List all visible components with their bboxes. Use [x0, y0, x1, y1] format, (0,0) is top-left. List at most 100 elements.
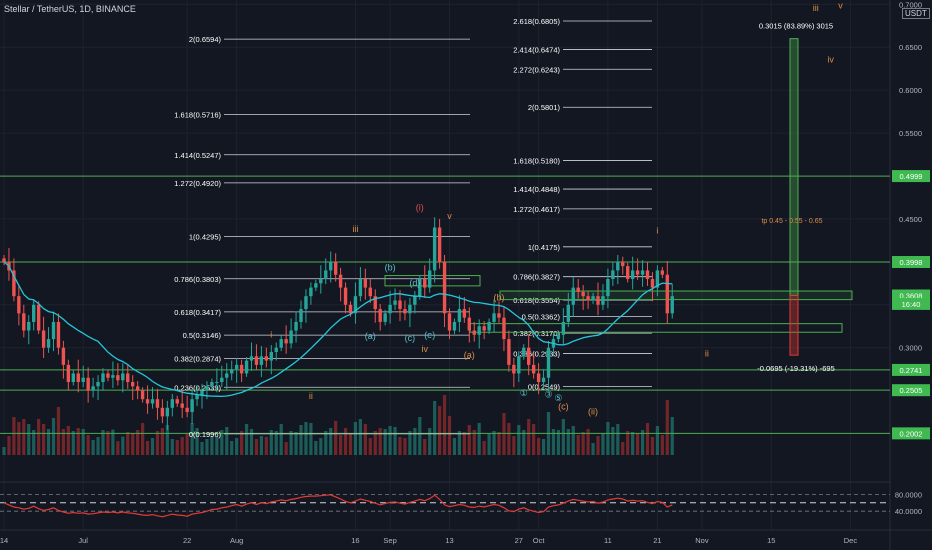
volume-bar [512, 436, 516, 455]
volume-bar [487, 434, 491, 455]
volume-bar [497, 432, 501, 455]
volume-bar [541, 439, 546, 455]
candle-body [180, 403, 184, 408]
volume-bar [423, 439, 427, 455]
volume-bar [640, 430, 645, 455]
x-tick-label: 13 [445, 536, 453, 545]
volume-bar [502, 413, 506, 455]
wave-label: iii [813, 3, 819, 13]
candle-body [383, 313, 387, 322]
fib-left-label: 2(0.6594) [189, 35, 222, 44]
candle-body [472, 330, 476, 335]
candle-body [398, 300, 402, 310]
candle-body [635, 270, 640, 275]
candle-body [215, 382, 219, 384]
fib-right-label: 1.618(0.5180) [513, 157, 560, 166]
volume-bar [571, 426, 575, 455]
zone-box [384, 275, 481, 287]
fib-right-label: 0(0.2549) [528, 382, 561, 391]
volume-bar [185, 434, 189, 455]
volume-bar [447, 416, 452, 455]
x-tick-label: 22 [183, 536, 191, 545]
volume-bar [284, 442, 288, 455]
volume-bar [517, 425, 521, 455]
x-tick-label: Sep [383, 536, 396, 545]
volume-bar [91, 440, 95, 455]
fib-left-label: 0.382(0.2874) [174, 355, 221, 364]
candle-body [581, 291, 585, 297]
candle-body [650, 279, 655, 288]
x-tick-label: 11 [604, 536, 612, 545]
volume-bar [101, 430, 105, 455]
volume-bar [670, 417, 674, 455]
fib-right-label: 2.414(0.6474) [513, 45, 560, 54]
candle-body [442, 261, 447, 314]
fib-left-label: 1(0.4295) [189, 233, 222, 242]
wave-label: iv [422, 344, 429, 354]
wave-label: ii [309, 391, 313, 401]
x-tick-label: Dec [844, 536, 858, 545]
rsi-tick: 40.0000 [895, 507, 922, 516]
volume-bar [591, 443, 595, 455]
candle-body [571, 287, 575, 305]
volume-bar [616, 424, 620, 455]
annotation: 0.3015 (83.89%) 3015 [759, 21, 833, 30]
volume-bar [393, 427, 397, 455]
wave-label: i [656, 226, 658, 236]
volume-bar [210, 436, 214, 455]
wave-label: ⑤ [554, 393, 562, 403]
volume-bar [37, 419, 41, 455]
volume-bar [42, 424, 46, 455]
x-tick-label: 14 [0, 536, 8, 545]
volume-bar [289, 431, 293, 455]
volume-bar [413, 428, 417, 455]
candle-body [447, 313, 452, 331]
fib-left-label: 1.272(0.4920) [174, 179, 221, 188]
fib-right-label: 1(0.4175) [528, 243, 561, 252]
volume-bar [299, 425, 303, 455]
volume-bar [339, 435, 343, 455]
candle-body [140, 390, 145, 400]
candle-body [616, 261, 620, 271]
price-label: 0.2505 [900, 386, 923, 395]
volume-bar [403, 438, 407, 455]
volume-bar [150, 438, 155, 455]
candle-body [56, 321, 61, 348]
price-tick: 0.5500 [899, 129, 922, 138]
volume-bar [467, 425, 471, 455]
volume-bar [180, 437, 184, 455]
candle-body [160, 407, 165, 417]
candle-body [210, 382, 214, 387]
candle-body [517, 356, 521, 374]
candle-body [363, 279, 368, 288]
candle-body [333, 261, 338, 275]
wave-label: (b) [494, 292, 505, 302]
price-label: 0.3608 [900, 291, 923, 300]
volume-bar [507, 423, 511, 455]
rsi-line [3, 494, 673, 518]
candle-body [91, 386, 95, 391]
candle-body [175, 399, 179, 404]
candle-body [373, 296, 377, 310]
fib-left-label: 0.618(0.3417) [174, 308, 221, 317]
wave-label: iv [827, 55, 834, 65]
price-label-box [892, 384, 930, 397]
candle-body [531, 364, 536, 374]
fib-right-label: 2.272(0.6243) [513, 65, 560, 74]
x-tick-label: 15 [767, 536, 775, 545]
wave-label: (a) [464, 350, 475, 360]
candle-body [536, 373, 541, 383]
volume-bar [56, 407, 61, 455]
volume-bar [532, 424, 536, 455]
price-label-box [892, 256, 930, 269]
volume-bar [175, 440, 179, 455]
volume-bar [655, 426, 659, 455]
wave-label: (b) [385, 262, 396, 272]
candle-body [522, 347, 526, 357]
volume-bar [442, 395, 447, 455]
volume-bar [81, 429, 85, 455]
candle-body [2, 258, 6, 262]
volume-bar [551, 429, 556, 455]
candle-body [670, 296, 674, 314]
